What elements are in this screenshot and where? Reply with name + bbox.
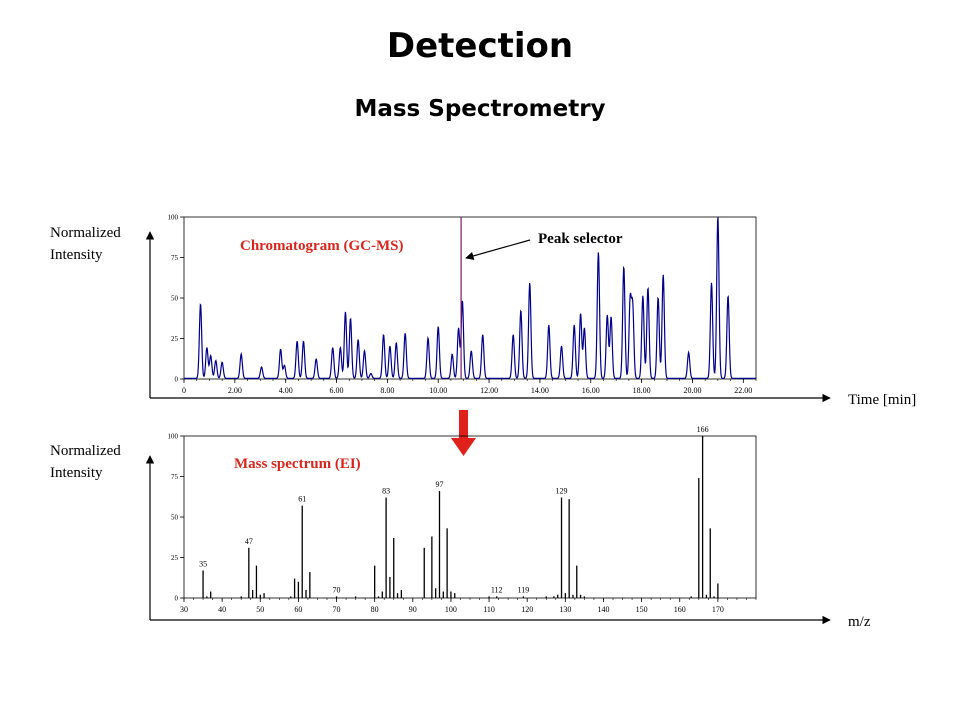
spectrum-y-tick-label: 75	[171, 473, 179, 481]
chromatogram-x-tick-label: 10.00	[429, 386, 447, 395]
peak-selector-arrow	[465, 239, 531, 260]
spectrum-x-tick-label: 100	[445, 605, 457, 614]
chromatogram-x-tick-label: 18.00	[633, 386, 651, 395]
chromatogram-x-tick-label: 22.00	[734, 386, 752, 395]
chromatogram-ylabel-line1: Normalized	[50, 225, 121, 241]
spectrum-x-tick-label: 30	[180, 605, 188, 614]
chromatogram-frame	[183, 216, 757, 380]
chromatogram-trace	[184, 217, 756, 379]
chromatogram-y-tick-label: 100	[168, 214, 179, 222]
spectrum-ylabel: Normalized Intensity	[50, 440, 121, 484]
spectrum-frame	[183, 435, 757, 599]
chromatogram-xlabel: Time [min]	[848, 392, 917, 408]
chromatogram-x-tick-label: 12.00	[480, 386, 498, 395]
chromatogram-x-tick-label: 2.00	[228, 386, 242, 395]
spectrum-x-tick-label: 90	[409, 605, 417, 614]
spectrum-x-tick-label: 140	[597, 605, 609, 614]
spectrum-peak-label: 83	[382, 487, 390, 496]
chromatogram-x-tick-label: 6.00	[330, 386, 344, 395]
chromatogram-y-tick-label: 75	[171, 254, 179, 262]
chromatogram-y-tick-label: 25	[171, 335, 179, 343]
chromatogram-ylabel: Normalized Intensity	[50, 222, 121, 266]
chromatogram-ylabel-line2: Intensity	[50, 247, 103, 263]
spectrum-plot: 0 25 50 75 100 30 40 50 60 70 80 90 100 110 120 130 140 1…	[168, 425, 757, 614]
spectrum-x-tick-label: 110	[483, 605, 495, 614]
chromatogram-x-tick-label: 0	[182, 386, 186, 395]
chromatogram-x-tick-label: 14.00	[531, 386, 549, 395]
spectrum-xlabel: m/z	[848, 614, 871, 630]
slide-title: Detection	[386, 26, 574, 66]
spectrum-x-tick-label: 120	[521, 605, 533, 614]
spectrum-y-tick-label: 50	[171, 514, 179, 522]
spectrum-peak-label: 166	[697, 425, 709, 434]
spectrum-x-tick-label: 60	[294, 605, 302, 614]
chromatogram-x-tick-label: 20.00	[683, 386, 701, 395]
chromatogram-y-tick-label: 0	[175, 376, 179, 384]
spectrum-ylabel-line1: Normalized	[50, 443, 121, 459]
spectrum-y-tick-label: 25	[171, 554, 179, 562]
spectrum-title: Mass spectrum (EI)	[234, 456, 361, 472]
spectrum-x-tick-label: 50	[256, 605, 264, 614]
slide-subtitle: Mass Spectrometry	[354, 96, 606, 122]
spectrum-peak-label: 61	[298, 495, 306, 504]
spectrum-peak-label: 70	[333, 585, 341, 594]
spectrum-peak-label: 97	[435, 480, 443, 489]
peak-selector-label: Peak selector	[538, 231, 623, 247]
chromatogram-title: Chromatogram (GC-MS)	[240, 238, 404, 254]
spectrum-x-tick-label: 80	[371, 605, 379, 614]
spectrum-x-tick-label: 160	[674, 605, 686, 614]
spectrum-peak-label: 112	[491, 585, 503, 594]
spectrum-y-tick-label: 100	[168, 433, 179, 441]
spectrum-x-tick-label: 70	[333, 605, 341, 614]
spectrum-peak-label: 119	[518, 585, 530, 594]
spectrum-peak-label: 129	[556, 487, 568, 496]
spectrum-x-tick-label: 170	[712, 605, 724, 614]
chromatogram-x-tick-label: 16.00	[582, 386, 600, 395]
chromatogram-x-tick-label: 8.00	[380, 386, 394, 395]
spectrum-ylabel-line2: Intensity	[50, 465, 103, 481]
spectrum-x-tick-label: 130	[559, 605, 571, 614]
down-arrow-icon	[451, 410, 476, 456]
spectrum-x-tick-label: 40	[218, 605, 226, 614]
chromatogram-x-tick-label: 4.00	[279, 386, 293, 395]
spectrum-x-tick-label: 150	[636, 605, 648, 614]
spectrum-y-tick-label: 0	[175, 595, 179, 603]
chromatogram-plot: 0 25 50 75 100 0 2.00 4.00 6.00 8.00 10.00 12.00 14.…	[168, 214, 757, 395]
spectrum-peak-label: 47	[245, 537, 253, 546]
chromatogram-y-tick-label: 50	[171, 295, 179, 303]
spectrum-peak-label: 35	[199, 559, 207, 568]
